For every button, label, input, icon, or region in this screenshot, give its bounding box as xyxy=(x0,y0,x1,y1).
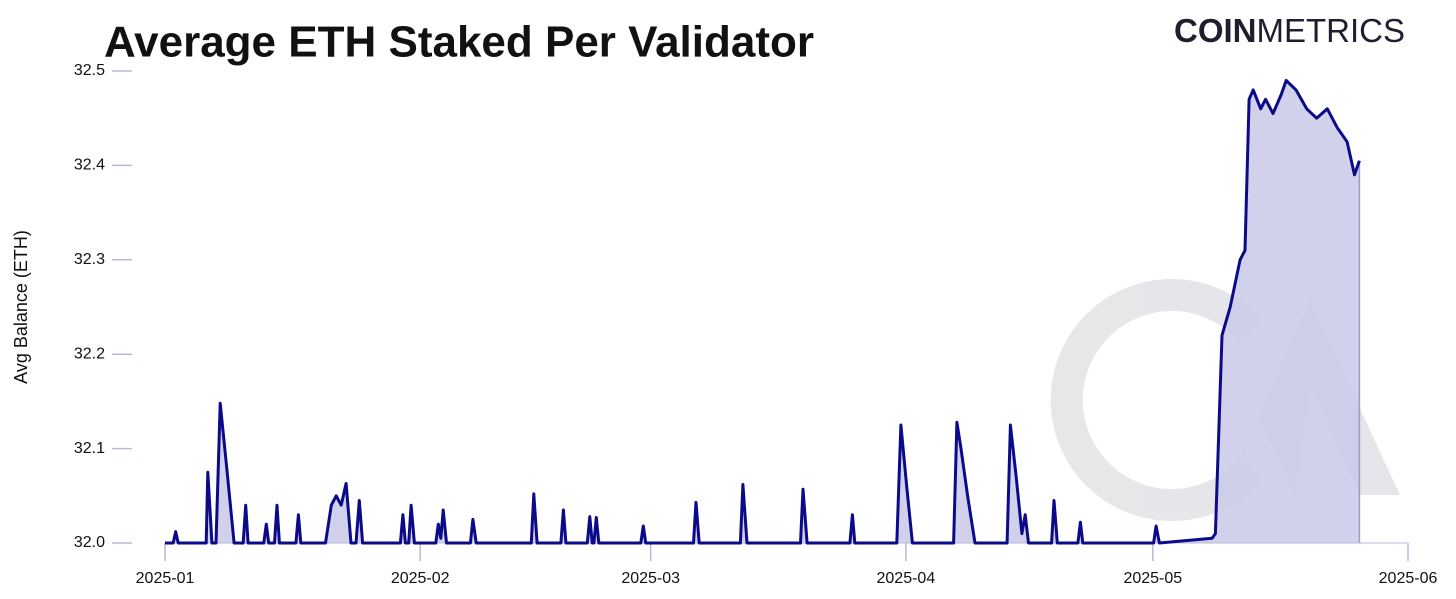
y-tick-label: 32.1 xyxy=(74,440,105,457)
y-axis-label: Avg Balance (ETH) xyxy=(11,230,31,384)
x-tick-label: 2025-04 xyxy=(877,570,936,587)
x-tick-label: 2025-03 xyxy=(621,570,680,587)
line xyxy=(165,78,1361,545)
y-tick-label: 32.0 xyxy=(74,534,105,551)
chart-title: Average ETH Staked Per Validator xyxy=(104,18,814,67)
y-tick-label: 32.5 xyxy=(74,62,105,79)
x-tick-label: 2025-06 xyxy=(1379,570,1438,587)
y-tick-label: 32.4 xyxy=(74,157,105,174)
x-tick-label: 2025-05 xyxy=(1123,570,1182,587)
logo: COINMETRICS xyxy=(1174,12,1405,49)
x-tick-label: 2025-01 xyxy=(136,570,195,587)
y-tick-label: 32.2 xyxy=(74,345,105,362)
watermark-c xyxy=(1050,279,1262,521)
y-tick-label: 32.3 xyxy=(74,251,105,268)
area xyxy=(165,80,1360,544)
x-tick-label: 2025-02 xyxy=(391,570,450,587)
